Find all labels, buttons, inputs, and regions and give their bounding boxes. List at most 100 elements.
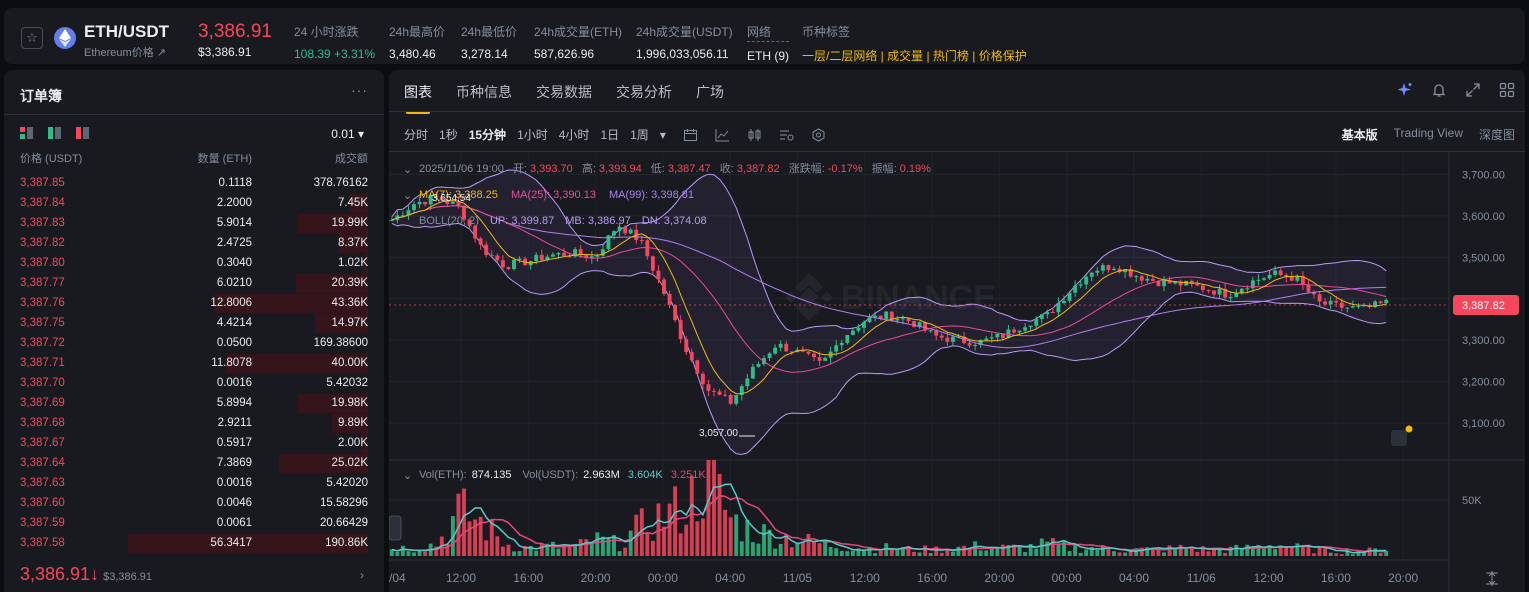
orderbook-ask-row[interactable]: 3,387.83 5.9014 19.99K xyxy=(4,213,384,233)
ask-qty: 0.0061 xyxy=(216,517,252,529)
chart-scroll-handle[interactable] xyxy=(389,515,402,541)
volume-bar xyxy=(550,541,555,556)
orderbook-ask-row[interactable]: 3,387.64 7.3869 25.02K xyxy=(4,453,384,473)
orderbook-ask-row[interactable]: 3,387.69 5.8994 19.98K xyxy=(4,393,384,413)
chart-header-icons xyxy=(1397,82,1515,98)
orderbook-mode-switch xyxy=(20,127,90,139)
candle-body xyxy=(1100,265,1105,271)
orderbook-ask-row[interactable]: 3,387.63 0.0016 5.42020 xyxy=(4,473,384,493)
view-basic[interactable]: 基本版 xyxy=(1341,128,1378,142)
candle-body xyxy=(1017,330,1022,333)
settings-icon[interactable] xyxy=(811,127,826,142)
stat-network[interactable]: 网络 ETH (9) xyxy=(747,23,789,63)
orderbook-ask-row[interactable]: 3,387.85 0.1118 378.76162 xyxy=(4,173,384,193)
view-depth[interactable]: 深度图 xyxy=(1478,128,1515,142)
tab-trading-analysis[interactable]: 交易分析 xyxy=(616,84,672,100)
orderbook-ask-row[interactable]: 3,387.59 0.0061 20.66429 xyxy=(4,513,384,533)
volume-bar xyxy=(1050,538,1055,556)
volume-bar xyxy=(1145,547,1150,556)
bell-icon[interactable] xyxy=(1431,82,1447,98)
tab-square[interactable]: 广场 xyxy=(696,84,724,100)
volume-bar xyxy=(623,547,628,556)
interval-more-dropdown[interactable]: ▾ xyxy=(659,127,666,142)
candle-body xyxy=(1106,265,1111,271)
interval-1h[interactable]: 1小时 xyxy=(517,128,548,142)
volume-bar xyxy=(889,549,894,556)
candle-body xyxy=(456,201,461,206)
mode-bids-icon[interactable] xyxy=(48,127,62,139)
volume-bar xyxy=(1073,545,1078,556)
volume-bar xyxy=(845,551,850,556)
view-tradingview[interactable]: Trading View xyxy=(1393,126,1463,140)
candle-body xyxy=(1050,312,1055,314)
tick-size-select[interactable]: 0.01 ▾ xyxy=(331,127,364,141)
indicator-chart-icon[interactable] xyxy=(715,128,730,142)
interval-1d[interactable]: 1日 xyxy=(600,128,620,142)
interval-1s[interactable]: 1秒 xyxy=(439,128,458,142)
candle-body xyxy=(856,327,861,331)
candle-body xyxy=(389,220,394,222)
expand-icon[interactable] xyxy=(1465,82,1481,98)
collapse-chevron-icon[interactable]: ⌄ xyxy=(403,470,412,482)
orderbook-ask-row[interactable]: 3,387.58 56.3417 190.86K xyxy=(4,533,384,553)
interval-15m[interactable]: 15分钟 xyxy=(468,128,507,142)
orderbook-ask-row[interactable]: 3,387.72 0.0500 169.38600 xyxy=(4,333,384,353)
notes-icon[interactable] xyxy=(1391,430,1407,446)
pair-symbol[interactable]: ETH/USDT xyxy=(84,22,169,41)
amp-value: 0.19% xyxy=(900,163,931,175)
ask-price: 3,387.67 xyxy=(20,437,65,449)
tab-trading-data[interactable]: 交易数据 xyxy=(536,84,592,100)
stat-value: ETH (9) xyxy=(747,49,789,63)
orderbook-mid-price[interactable]: 3,386.91↓ $3,386.91 xyxy=(20,564,152,585)
calendar-icon[interactable] xyxy=(683,128,698,142)
volume-bar xyxy=(1162,552,1166,556)
candlestick-chart[interactable]: BINANCE 3,700.003,600.003,500.003,400.00… xyxy=(389,152,1525,592)
interval-1w[interactable]: 1周 xyxy=(630,128,649,142)
price-tick: 3,500.00 xyxy=(1462,252,1505,264)
arrow-down-icon: ↓ xyxy=(90,564,100,584)
volume-bar xyxy=(1245,544,1250,556)
orderbook-ask-row[interactable]: 3,387.76 12.8006 43.36K xyxy=(4,293,384,313)
volume-bar xyxy=(1178,544,1183,556)
orderbook-ask-row[interactable]: 3,387.60 0.0046 15.58296 xyxy=(4,493,384,513)
candle-body xyxy=(1189,280,1194,284)
tab-chart[interactable]: 图表 xyxy=(404,82,432,114)
candle-type-icon[interactable] xyxy=(747,128,762,142)
star-icon[interactable]: ☆ xyxy=(21,27,43,49)
indicator-settings-icon[interactable] xyxy=(779,128,794,142)
candle-body xyxy=(1134,276,1139,278)
pair-subtitle-link[interactable]: Ethereum价格 ↗ xyxy=(84,47,166,59)
ohlc-legend: ⌄ 2025/11/06 19:00 开: 3,393.70 高: 3,393.94… xyxy=(403,161,931,227)
volume-bar xyxy=(489,519,494,556)
ask-qty: 2.2000 xyxy=(216,197,252,209)
ai-sparkle-icon[interactable] xyxy=(1397,82,1413,98)
orderbook-ask-row[interactable]: 3,387.84 2.2000 7.45K xyxy=(4,193,384,213)
volume-legend: ⌄ Vol(ETH): 874.135 Vol(USDT): 2.963M 3.60… xyxy=(403,469,706,482)
tab-coin-info[interactable]: 币种信息 xyxy=(456,84,512,100)
orderbook-ask-row[interactable]: 3,387.80 0.3040 1.02K xyxy=(4,253,384,273)
collapse-chevron-icon[interactable]: ⌄ xyxy=(403,164,412,176)
auto-fit-icon[interactable] xyxy=(1486,571,1498,586)
chevron-right-icon[interactable]: › xyxy=(360,568,364,582)
volume-bar xyxy=(962,545,966,556)
orderbook-ask-row[interactable]: 3,387.68 2.9211 9.89K xyxy=(4,413,384,433)
volume-ma-lines xyxy=(391,483,1387,554)
interval-time[interactable]: 分时 xyxy=(404,128,429,142)
ask-qty: 0.0016 xyxy=(216,477,252,489)
orderbook-ask-row[interactable]: 3,387.70 0.0016 5.42032 xyxy=(4,373,384,393)
orderbook-ask-row[interactable]: 3,387.77 6.0210 20.39K xyxy=(4,273,384,293)
interval-4h[interactable]: 4小时 xyxy=(558,128,590,142)
mode-asks-icon[interactable] xyxy=(76,127,90,139)
ask-price: 3,387.85 xyxy=(20,177,65,189)
orderbook-ask-row[interactable]: 3,387.71 11.8078 40.00K xyxy=(4,353,384,373)
volume-bar xyxy=(1184,548,1189,556)
more-options-icon[interactable]: ··· xyxy=(351,82,368,98)
orderbook-ask-row[interactable]: 3,387.67 0.5917 2.00K xyxy=(4,433,384,453)
stat-value[interactable]: 一层/二层网络 | 成交量 | 热门榜 | 价格保护 xyxy=(802,49,1027,63)
mode-both-icon[interactable] xyxy=(20,127,34,139)
orderbook-ask-row[interactable]: 3,387.75 4.4214 14.97K xyxy=(4,313,384,333)
collapse-chevron-icon[interactable]: ⌄ xyxy=(403,190,412,202)
grid-layout-icon[interactable] xyxy=(1499,82,1515,98)
stat-tags[interactable]: 币种标签 一层/二层网络 | 成交量 | 热门榜 | 价格保护 xyxy=(802,23,1027,64)
orderbook-ask-row[interactable]: 3,387.82 2.4725 8.37K xyxy=(4,233,384,253)
